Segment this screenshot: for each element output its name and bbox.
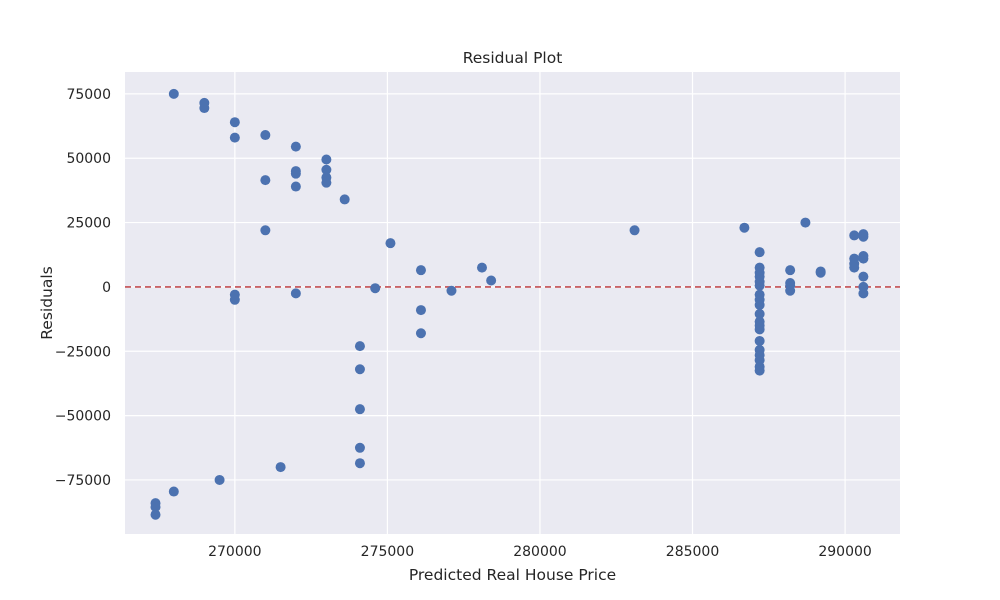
- y-tick-label: 25000: [66, 216, 111, 232]
- data-point: [290, 141, 301, 152]
- y-tick-labels: −75000 −50000 −25000 0 25000 50000 75000: [55, 87, 111, 489]
- data-point: [229, 117, 240, 128]
- data-point: [354, 442, 365, 453]
- y-tick-label: −25000: [55, 344, 111, 360]
- data-point: [754, 308, 765, 319]
- data-point: [354, 341, 365, 352]
- data-point: [385, 238, 396, 249]
- data-point: [415, 305, 426, 316]
- data-point: [739, 222, 750, 233]
- data-point: [446, 285, 457, 296]
- data-point: [168, 88, 179, 99]
- data-point: [321, 164, 332, 175]
- data-point: [754, 335, 765, 346]
- data-point: [354, 404, 365, 415]
- x-axis-label: Predicted Real House Price: [409, 566, 616, 584]
- data-point: [785, 265, 796, 276]
- data-point: [354, 458, 365, 469]
- data-point: [214, 474, 225, 485]
- data-point: [354, 364, 365, 375]
- data-point: [486, 275, 497, 286]
- data-point: [476, 262, 487, 273]
- x-tick-label: 285000: [666, 544, 719, 560]
- data-point: [415, 265, 426, 276]
- data-point: [754, 299, 765, 310]
- data-point: [785, 285, 796, 296]
- x-tick-label: 290000: [818, 544, 871, 560]
- data-points: [150, 88, 869, 520]
- data-point: [849, 262, 860, 273]
- y-tick-label: 50000: [66, 151, 111, 167]
- data-point: [754, 247, 765, 258]
- data-point: [290, 288, 301, 299]
- data-point: [754, 280, 765, 291]
- data-point: [754, 324, 765, 335]
- data-point: [815, 267, 826, 278]
- data-point: [260, 225, 271, 236]
- x-tick-label: 280000: [513, 544, 566, 560]
- data-point: [858, 253, 869, 264]
- data-point: [370, 283, 381, 294]
- data-point: [229, 132, 240, 143]
- data-point: [275, 462, 286, 473]
- y-axis-label: Residuals: [38, 266, 56, 340]
- data-point: [260, 175, 271, 186]
- data-point: [260, 130, 271, 141]
- data-point: [849, 230, 860, 241]
- data-point: [339, 194, 350, 205]
- data-point: [229, 294, 240, 305]
- data-point: [150, 509, 161, 520]
- data-point: [858, 288, 869, 299]
- y-tick-label: 0: [102, 280, 111, 296]
- data-point: [168, 486, 179, 497]
- gridlines: [125, 72, 900, 534]
- y-tick-label: 75000: [66, 87, 111, 103]
- data-point: [321, 154, 332, 165]
- data-point: [629, 225, 640, 236]
- x-tick-label: 275000: [361, 544, 414, 560]
- data-point: [800, 217, 811, 228]
- data-point: [150, 501, 161, 512]
- data-point: [290, 168, 301, 179]
- chart-title: Residual Plot: [463, 49, 563, 67]
- x-tick-labels: 270000 275000 280000 285000 290000: [208, 544, 872, 560]
- data-point: [290, 181, 301, 192]
- data-point: [754, 365, 765, 376]
- y-tick-label: −75000: [55, 473, 111, 489]
- plot-area: [125, 72, 900, 534]
- data-point: [858, 231, 869, 242]
- data-point: [858, 271, 869, 282]
- y-tick-label: −50000: [55, 409, 111, 425]
- data-point: [199, 103, 210, 114]
- x-tick-label: 270000: [208, 544, 261, 560]
- data-point: [321, 177, 332, 188]
- data-point: [415, 328, 426, 339]
